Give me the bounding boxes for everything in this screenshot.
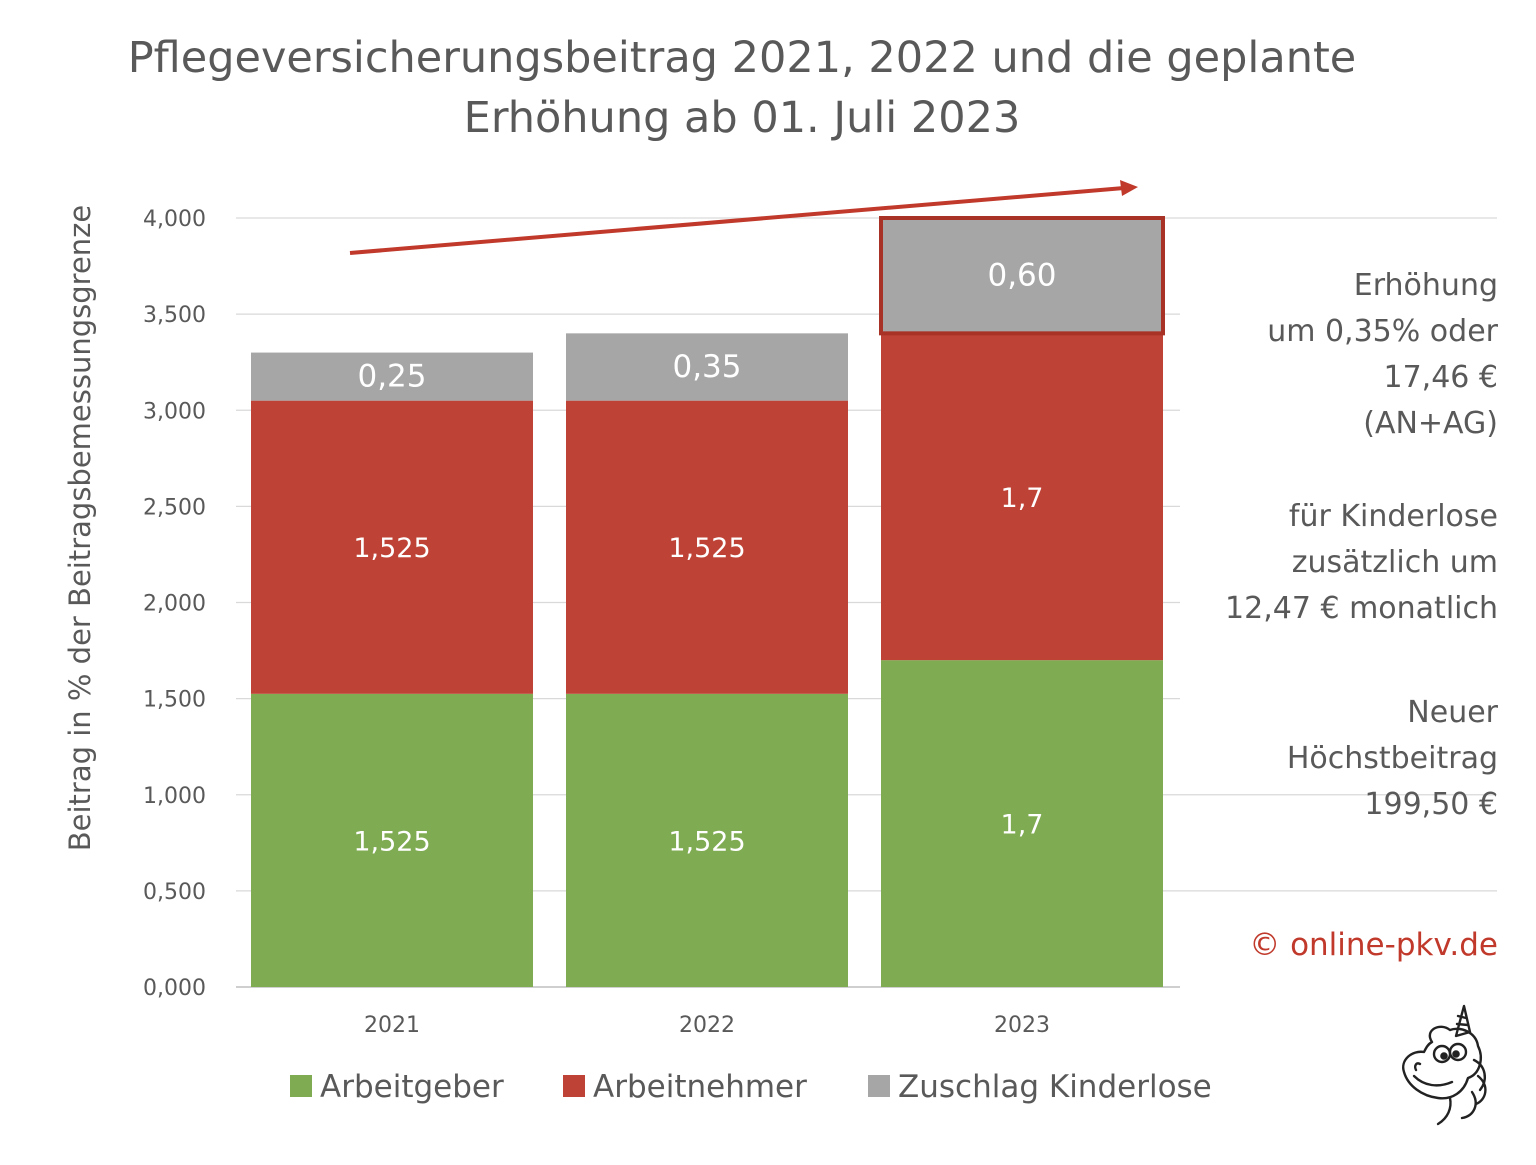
y-tick-label: 0,000	[143, 976, 206, 1001]
data-label: 1,525	[668, 533, 745, 564]
note-childless-line: zusätzlich um	[1291, 545, 1498, 580]
chart-title-line: Pflegeversicherungsbeitrag 2021, 2022 un…	[128, 33, 1357, 83]
note-increase-line: Erhöhung	[1353, 268, 1498, 303]
bar-segment	[566, 693, 848, 987]
bar-segment	[881, 218, 1163, 334]
y-axis-title: Beitrag in % der Beitragsbemessungsgrenz…	[63, 205, 97, 852]
bars: 1,525 1,525 0,25 1,525 1,525 0,35 1,7 1,7 0,60	[251, 216, 1165, 987]
note-childless: für Kinderlose zusätzlich um 12,47 € mon…	[1225, 494, 1498, 632]
bar-segment	[881, 660, 1163, 987]
note-max-line: Neuer	[1407, 695, 1498, 730]
data-label: 1,525	[353, 826, 430, 857]
trend-arrow-line	[349, 186, 1125, 255]
note-increase-line: um 0,35% oder	[1267, 314, 1498, 349]
legend-label: Arbeitgeber	[320, 1069, 504, 1105]
note-increase-line: 17,46 €	[1383, 360, 1498, 395]
bar-segment	[566, 400, 848, 694]
y-tick-label: 1,000	[143, 784, 206, 809]
y-tick-labels: 0,000 0,500 1,000 1,500 2,000 2,500 3,000 3,500…	[143, 207, 206, 1001]
legend-label: Arbeitnehmer	[593, 1069, 807, 1105]
data-label: 1,525	[353, 533, 430, 564]
chart-title: Pflegeversicherungsbeitrag 2021, 2022 un…	[128, 33, 1357, 143]
note-max-line: 199,50 €	[1364, 787, 1498, 822]
y-axis-label: Beitrag in % der Beitragsbemessungsgrenz…	[63, 205, 97, 852]
legend-swatch	[290, 1075, 312, 1097]
legend-label: Zuschlag Kinderlose	[898, 1069, 1212, 1105]
y-tick-label: 3,500	[143, 303, 206, 328]
note-childless-line: 12,47 € monatlich	[1225, 591, 1498, 626]
bar-segment	[881, 333, 1163, 661]
note-max-contribution: Neuer Höchstbeitrag 199,50 €	[1287, 690, 1498, 828]
y-tick-label: 3,000	[143, 399, 206, 424]
x-tick-labels: 2021 2022 2023	[364, 1013, 1050, 1038]
x-tick-label: 2022	[679, 1013, 735, 1038]
copyright-link[interactable]: © online-pkv.de	[1249, 927, 1498, 963]
y-tick-label: 0,500	[143, 880, 206, 905]
bar-segment	[251, 352, 533, 401]
legend: Arbeitgeber Arbeitnehmer Zuschlag Kinderlo…	[290, 1069, 1212, 1105]
highlight-box	[879, 216, 1165, 336]
bar-segment	[566, 333, 848, 401]
note-childless-line: für Kinderlose	[1288, 499, 1498, 534]
data-label: 1,7	[1001, 810, 1044, 841]
data-label: 1,525	[668, 826, 745, 857]
data-label: 1,7	[1001, 483, 1044, 514]
legend-swatch	[868, 1075, 890, 1097]
trend-arrow	[349, 180, 1138, 255]
note-increase-line: (AN+AG)	[1363, 406, 1498, 441]
y-tick-label: 1,500	[143, 688, 206, 713]
chart-title-line: Erhöhung ab 01. Juli 2023	[464, 93, 1021, 143]
data-label: 0,60	[987, 258, 1056, 294]
x-tick-label: 2021	[364, 1013, 420, 1038]
note-max-line: Höchstbeitrag	[1286, 741, 1498, 776]
x-tick-label: 2023	[994, 1013, 1050, 1038]
data-label: 0,25	[357, 359, 426, 395]
unicorn-mascot-icon	[1402, 1004, 1487, 1126]
bar-segment	[251, 400, 533, 694]
bar-segment	[251, 693, 533, 987]
y-tick-label: 4,000	[143, 207, 206, 232]
note-increase: Erhöhung um 0,35% oder 17,46 € (AN+AG)	[1267, 263, 1498, 447]
data-label: 0,35	[672, 349, 741, 385]
y-tick-label: 2,500	[143, 495, 206, 520]
legend-swatch	[563, 1075, 585, 1097]
y-tick-label: 2,000	[143, 592, 206, 617]
trend-arrow-head	[1120, 180, 1138, 196]
